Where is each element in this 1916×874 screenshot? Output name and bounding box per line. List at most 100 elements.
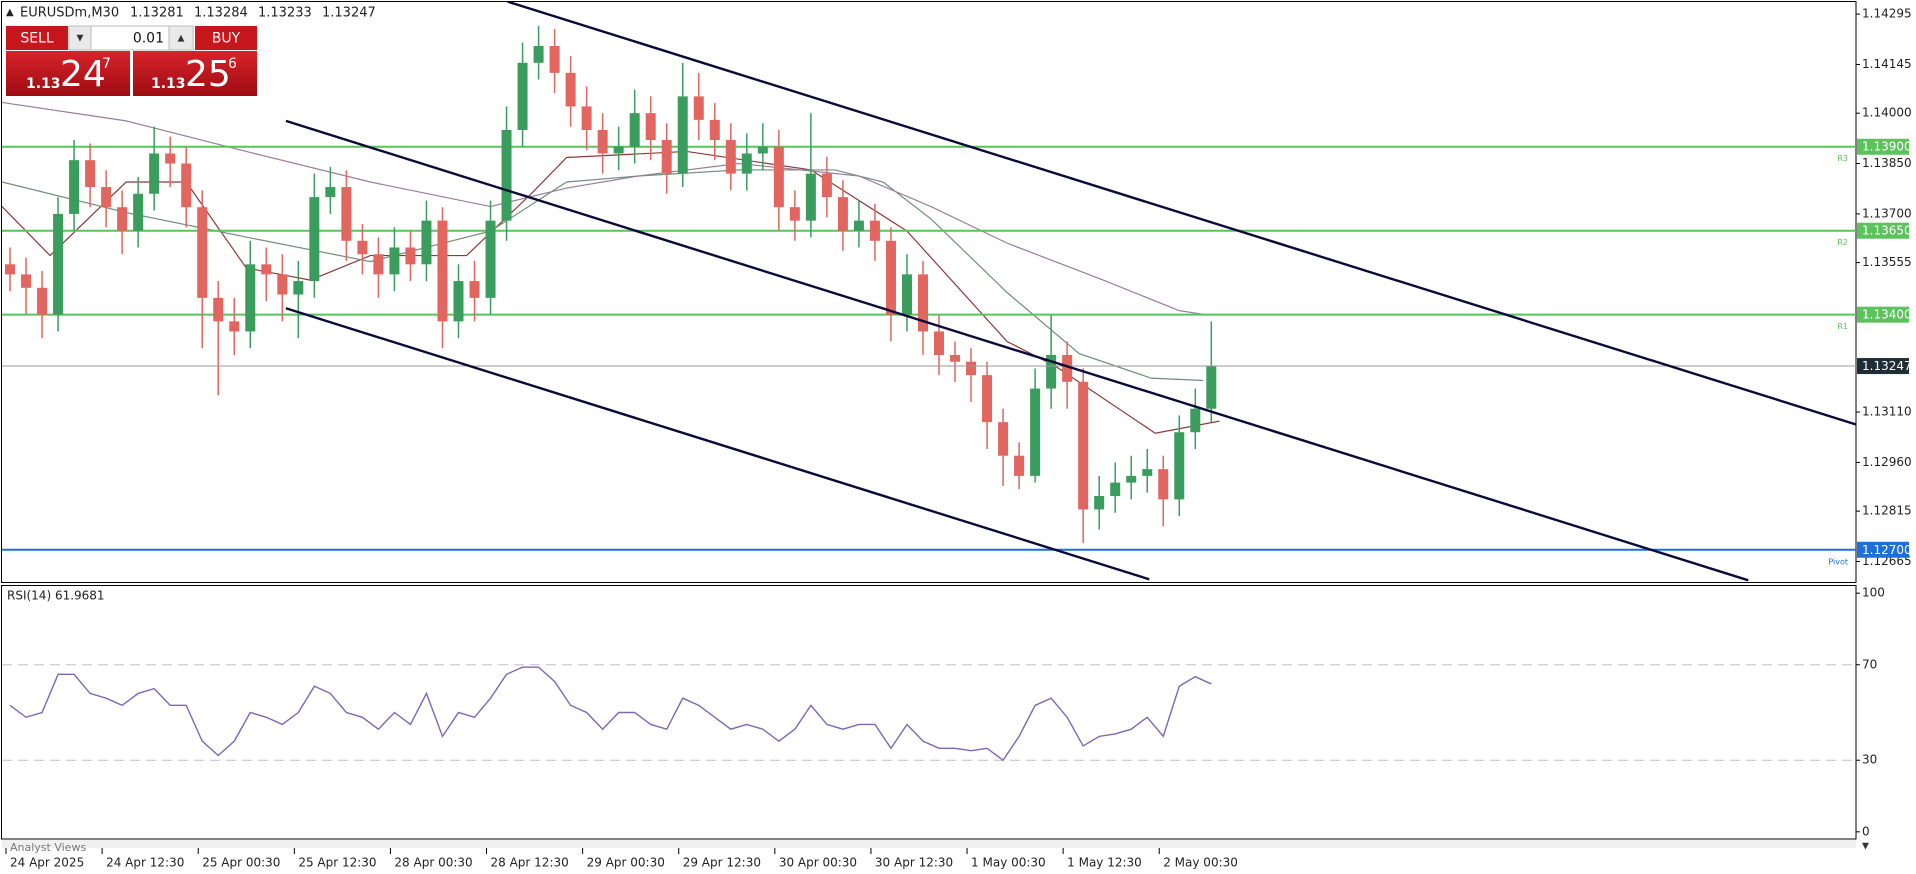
trend-channel-line — [507, 2, 1856, 426]
x-tick-label: 25 Apr 00:30 — [202, 856, 280, 870]
candle-body — [373, 254, 384, 275]
candle-body — [581, 106, 592, 130]
candle-body — [293, 281, 304, 295]
candle-body — [1174, 432, 1185, 500]
rsi-title: RSI(14) 61.9681 — [7, 589, 105, 603]
candle-body — [1014, 455, 1025, 476]
candle-body — [501, 129, 512, 221]
candle-body — [101, 187, 112, 208]
candle-body — [950, 354, 961, 362]
candle-body — [677, 96, 688, 174]
trade-panel: SELL ▼ 0.01 ▲ BUY 1.13 24 7 1.13 25 6 — [6, 25, 257, 96]
candle-body — [966, 361, 977, 376]
candle-body — [1062, 354, 1073, 382]
candle-body — [757, 146, 768, 154]
candle-body — [869, 220, 880, 241]
moving-average — [1, 150, 1220, 434]
level-label-box — [1857, 138, 1909, 155]
level-label-box — [1857, 222, 1909, 239]
volume-down-icon: ▼ — [77, 34, 84, 44]
candle-body — [645, 113, 656, 141]
y-tick-label: 1.14295 — [1862, 7, 1912, 21]
buy-price-box[interactable] — [133, 51, 257, 96]
candle-body — [181, 163, 192, 208]
level-label: 1.13400 — [1862, 308, 1912, 322]
buy-big-figure: 1.13 — [151, 76, 186, 92]
candle-body — [1046, 354, 1057, 389]
candle-body — [421, 220, 432, 265]
candle-body — [901, 274, 912, 315]
rsi-panel-border — [1, 585, 1857, 840]
candle-body — [213, 297, 224, 322]
sell-price-box[interactable] — [6, 51, 130, 96]
x-tick-label: 29 Apr 00:30 — [587, 856, 665, 870]
candle-body — [1078, 381, 1089, 510]
sell-button[interactable] — [6, 26, 68, 50]
candle-body — [1110, 482, 1121, 497]
candle-body — [1190, 408, 1201, 433]
candle-body — [341, 187, 352, 241]
symbol: EURUSDm,M30 — [20, 6, 119, 21]
moving-average — [1, 101, 1204, 315]
sell-label: SELL — [20, 31, 54, 47]
y-tick-label: 1.12815 — [1862, 504, 1912, 518]
buy-label: BUY — [212, 31, 241, 47]
price-panel-border — [1, 1, 1857, 583]
quote-values: 1.13281 1.13284 1.13233 1.13247 — [130, 6, 376, 21]
candle-body — [165, 153, 176, 164]
level-label-box — [1857, 541, 1909, 558]
sell-big-figure: 1.13 — [26, 76, 61, 92]
quote-value: 1.13247 — [322, 6, 376, 21]
volume-value: 0.01 — [133, 31, 164, 47]
buy-point: 6 — [228, 56, 237, 72]
volume-up[interactable] — [168, 25, 194, 51]
candle-body — [357, 240, 368, 255]
candle-body — [533, 45, 544, 63]
candle-body — [133, 193, 144, 231]
rsi-line — [9, 666, 1212, 762]
collapse-arrow[interactable]: ▲ — [6, 7, 14, 18]
level-label: 1.12700 — [1862, 543, 1912, 557]
candle-body — [565, 72, 576, 107]
candle-body — [934, 331, 945, 355]
candle-body — [789, 207, 800, 221]
candle-body — [661, 140, 672, 174]
candle-body — [885, 240, 896, 315]
y-tick-label: 1.13110 — [1862, 405, 1912, 419]
candle-body — [773, 146, 784, 208]
scroll-icon[interactable]: ▼ — [1862, 842, 1869, 852]
candle-body — [1094, 496, 1105, 510]
x-tick-label: 28 Apr 00:30 — [394, 856, 472, 870]
candle-body — [405, 247, 416, 265]
candle-body — [245, 264, 256, 332]
candle-body — [69, 160, 80, 214]
analyst-views-tab[interactable]: Analyst Views — [10, 841, 86, 854]
x-tick-label: 24 Apr 2025 — [10, 856, 84, 870]
level-name: R3 — [1837, 154, 1848, 163]
x-tick-label: 1 May 12:30 — [1067, 856, 1142, 870]
y-tick-label: 30 — [1862, 753, 1877, 767]
candle-body — [837, 197, 848, 231]
candle-body — [389, 247, 400, 275]
quote-value: 1.13233 — [258, 6, 312, 21]
candle-body — [998, 422, 1009, 456]
candle-body — [453, 281, 464, 322]
last-price-box — [1857, 358, 1909, 375]
candle-body — [85, 160, 96, 188]
last-price-label: 1.13247 — [1862, 359, 1912, 373]
y-tick-label: 100 — [1862, 586, 1885, 600]
candle-body — [1158, 469, 1169, 500]
candle-body — [517, 62, 528, 130]
candle-body — [21, 274, 32, 288]
buy-button[interactable] — [195, 26, 257, 50]
trend-channel-line — [285, 307, 1150, 581]
y-tick-label: 1.12960 — [1862, 455, 1912, 469]
level-label: 1.13900 — [1862, 140, 1912, 154]
sell-point: 7 — [102, 56, 111, 72]
candle-body — [709, 119, 720, 141]
candle-body — [325, 187, 336, 198]
candle-body — [1030, 388, 1041, 476]
quote-value: 1.13281 — [130, 6, 184, 21]
